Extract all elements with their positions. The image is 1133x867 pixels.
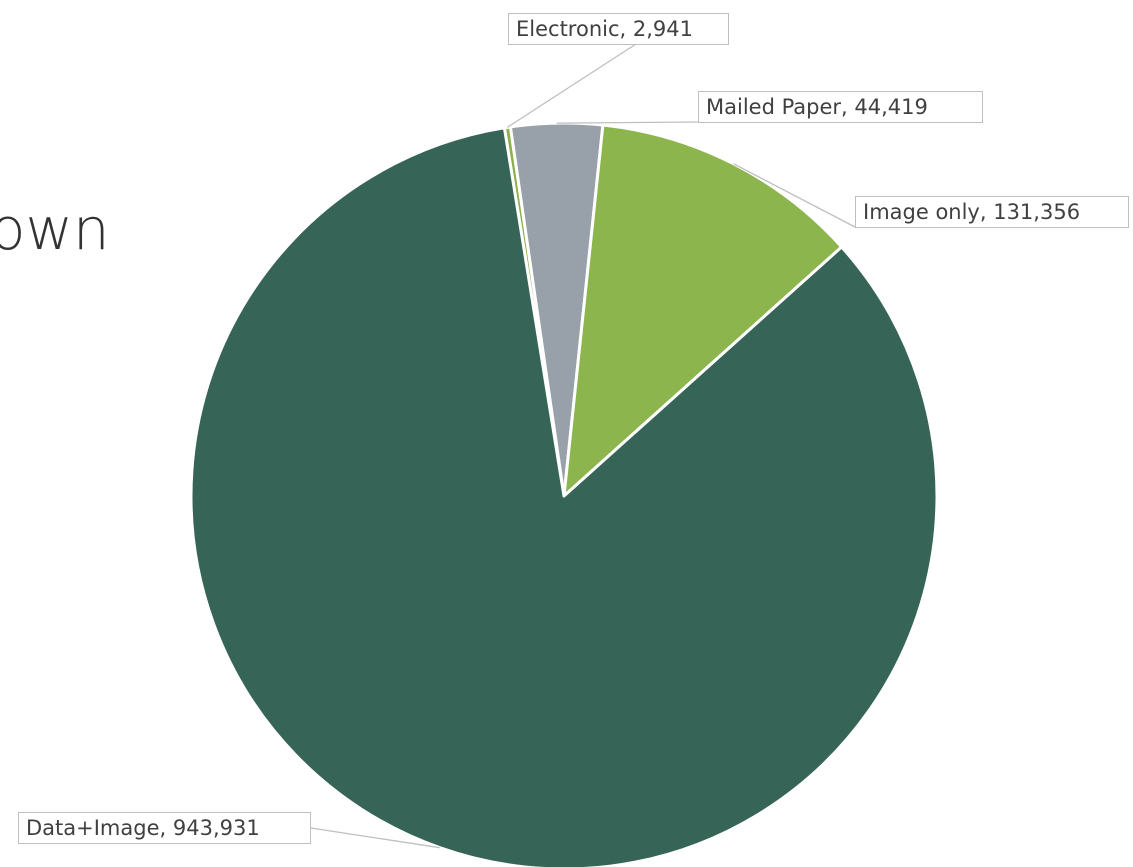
- data-label-mailed-paper: Mailed Paper, 44,419: [698, 91, 983, 123]
- leader-line-image-only: [733, 163, 856, 228]
- leader-line-mailed-paper: [556, 121, 699, 124]
- pie-slices: [189, 121, 939, 867]
- leader-line-data-image: [310, 827, 440, 849]
- leader-line-electronic: [507, 43, 637, 128]
- leader-lines: [310, 43, 856, 849]
- slide-title-fragment: own: [0, 195, 110, 263]
- data-label-data-image: Data+Image, 943,931: [18, 812, 311, 844]
- data-label-electronic: Electronic, 2,941: [508, 13, 729, 45]
- data-label-image-only: Image only, 131,356: [855, 196, 1129, 228]
